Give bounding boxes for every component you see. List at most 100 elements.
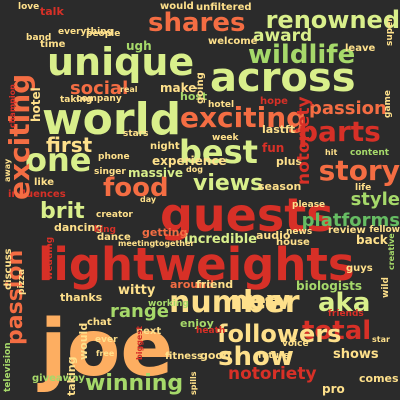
- word-wildlife: wildlife: [248, 40, 356, 70]
- word-first: followers: [217, 320, 342, 348]
- word-welcome: time: [40, 39, 66, 50]
- word-social: first: [46, 133, 93, 157]
- word-together: hotel: [208, 100, 235, 110]
- word-life: everything: [58, 27, 114, 37]
- word-talk: shows: [333, 347, 379, 362]
- word-band: night: [150, 141, 180, 152]
- word-award: social: [70, 78, 129, 99]
- word-discuss: real: [120, 85, 138, 94]
- word-biggest: pizza: [17, 268, 27, 295]
- word-style: platforms: [301, 210, 400, 231]
- word-next: hope: [260, 96, 288, 107]
- word-wedding: going: [195, 72, 206, 104]
- word-joe: joe: [40, 304, 174, 394]
- word-taking: would: [77, 322, 90, 360]
- word-house: getting: [142, 226, 188, 239]
- word-guys: would: [160, 1, 194, 12]
- word-renowned: renowned: [265, 6, 400, 34]
- word-unfiltered: hotel: [29, 87, 43, 122]
- word-guests: guests: [160, 188, 334, 242]
- word-number: brit: [40, 199, 85, 224]
- word-comes: good: [200, 349, 231, 362]
- word-meeting: unfiltered: [196, 2, 252, 13]
- word-away: super: [385, 17, 395, 46]
- word-heath: life: [355, 183, 372, 193]
- word-lightweights: lightweights: [38, 238, 355, 291]
- word-ever: band: [26, 33, 52, 43]
- word-biologists: notoriety: [228, 364, 317, 384]
- word-reality: champion: [8, 84, 17, 128]
- word-fellow: dog: [186, 165, 203, 174]
- word-singer: please: [292, 200, 326, 210]
- word-winning: show: [218, 342, 294, 372]
- word-shares: shares: [148, 8, 246, 38]
- word-giveaway: next: [136, 326, 162, 337]
- word-creative: wild: [381, 277, 391, 298]
- word-nature: spills: [189, 371, 198, 395]
- word-day: voice: [282, 339, 309, 349]
- word-people: fitness: [165, 351, 203, 362]
- word-season: lastft: [262, 123, 296, 136]
- word-celebrity: away: [3, 158, 12, 182]
- word-thanks: stars: [123, 129, 149, 139]
- word-massive: witty: [118, 283, 156, 298]
- word-fitness: chat: [87, 317, 112, 328]
- word-across: across: [210, 55, 356, 101]
- word-working: friends: [328, 309, 364, 319]
- word-real: singer: [94, 167, 126, 177]
- word-enjoy: back: [356, 233, 388, 247]
- word-food: story: [318, 154, 400, 187]
- word-television: game: [383, 90, 393, 118]
- word-experience: biologists: [296, 279, 363, 293]
- word-night: guys: [346, 263, 373, 274]
- word-going: king: [94, 225, 116, 235]
- word-news: taking: [60, 95, 93, 105]
- word-plus: make: [160, 81, 197, 95]
- word-followers: winning: [85, 371, 184, 396]
- word-host: love: [18, 2, 40, 12]
- word-platforms: award: [253, 26, 313, 46]
- word-range: passion: [309, 98, 387, 119]
- word-phone: meeting: [118, 239, 156, 248]
- word-notoriety: notoriety: [294, 96, 314, 185]
- word-friends: thanks: [60, 291, 103, 304]
- word-would: working: [148, 299, 189, 309]
- word-review: pro: [322, 382, 345, 396]
- word-love: review: [328, 225, 366, 236]
- word-hit: dancer: [246, 295, 281, 305]
- word-world: world: [42, 94, 182, 145]
- word-lastft: leave: [345, 43, 376, 54]
- word-chat: week: [212, 133, 239, 143]
- word-ugh: style: [350, 189, 400, 210]
- word-around: massive: [128, 166, 183, 180]
- word-leave: talk: [40, 5, 64, 18]
- word-game: star: [372, 335, 390, 344]
- word-one: one: [25, 141, 92, 179]
- word-spills: discuss: [3, 248, 14, 291]
- word-voice: content: [350, 148, 390, 158]
- word-dog: creator: [96, 210, 133, 220]
- word-content: company: [76, 94, 122, 104]
- word-king: phone: [98, 152, 130, 162]
- word-champion: wedding: [45, 236, 55, 280]
- word-audio: friend: [196, 278, 234, 291]
- word-incredible: ugh: [126, 39, 152, 53]
- word-total: aka: [318, 288, 371, 318]
- word-please: together: [155, 239, 195, 248]
- word-friend: experience: [152, 154, 227, 168]
- word-week: dancing: [54, 221, 104, 234]
- word-getting: incredible: [184, 232, 257, 247]
- word-views: food: [103, 173, 169, 203]
- word-witty: range: [110, 301, 169, 322]
- word-best: best: [179, 133, 258, 171]
- word-influences: fun: [262, 141, 285, 155]
- word-stars: like: [34, 177, 55, 188]
- word-hope: dance: [97, 232, 131, 243]
- word-free: hit: [325, 148, 338, 157]
- word-pizza: fellow: [369, 225, 400, 235]
- word-dancing: season: [258, 180, 302, 193]
- word-fun: host: [180, 90, 208, 103]
- word-make: welcome: [208, 36, 258, 47]
- word-star: day: [140, 195, 157, 204]
